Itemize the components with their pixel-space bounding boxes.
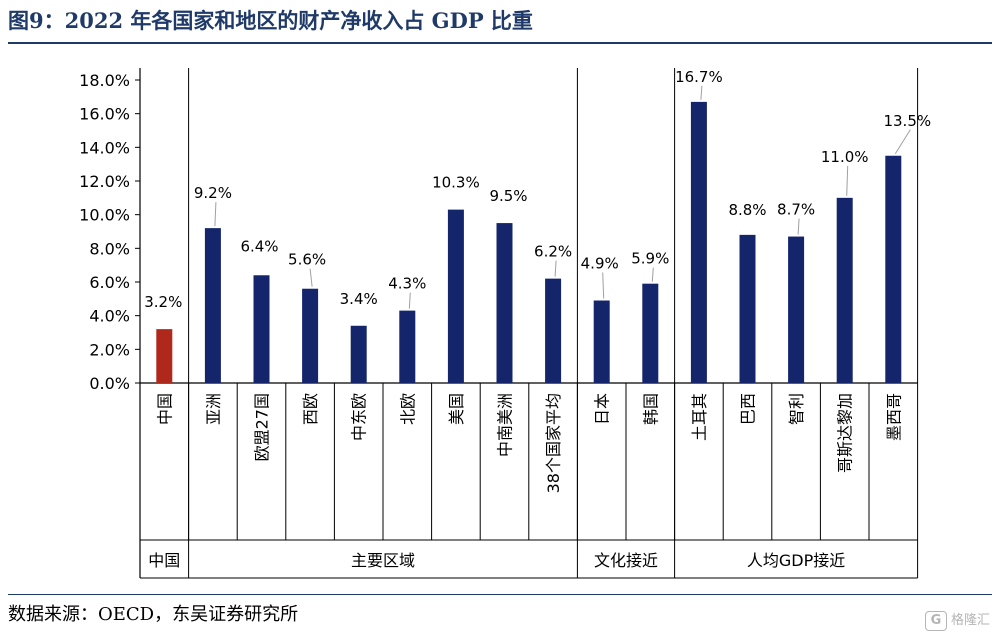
bar (496, 223, 513, 383)
category-label: 中南美洲 (496, 393, 515, 457)
bar (885, 155, 902, 383)
label-leader-line (554, 260, 557, 277)
y-tick-label: 4.0% (89, 307, 130, 326)
label-leader-line (214, 202, 217, 227)
data-label: 9.2% (194, 184, 232, 202)
label-leader-line (846, 165, 849, 196)
bar (788, 236, 805, 383)
label-leader-line (651, 267, 654, 282)
data-label: 6.2% (534, 243, 572, 261)
group-labels: 中国 主要区域 文化接近 人均GDP接近 (148, 551, 845, 570)
data-label: 4.9% (581, 255, 619, 273)
category-label: 智利 (787, 393, 806, 425)
data-label: 4.3% (388, 275, 426, 293)
bar (399, 310, 416, 383)
y-tick-label: 8.0% (89, 239, 130, 258)
category-label: 欧盟27国 (253, 393, 272, 461)
bar (739, 234, 756, 383)
data-label: 5.9% (631, 250, 669, 268)
data-label: 11.0% (821, 148, 869, 166)
category-label: 墨西哥 (884, 393, 903, 441)
label-leader-line (309, 268, 313, 287)
bar (447, 209, 464, 383)
data-label: 3.4% (340, 290, 378, 308)
category-label: 巴西 (739, 393, 758, 425)
y-tick-label: 2.0% (89, 340, 130, 359)
label-leader-lines (214, 85, 911, 309)
label-leader-line (894, 129, 911, 155)
y-tick-label: 10.0% (79, 206, 130, 225)
y-tick-label: 0.0% (89, 374, 130, 393)
bar (642, 283, 659, 383)
watermark: G 格隆汇 (924, 610, 990, 632)
category-label: 韩国 (641, 393, 660, 425)
category-label: 哥斯达黎加 (836, 393, 855, 473)
bar (690, 101, 707, 383)
group-label: 主要区域 (351, 551, 415, 570)
category-label: 美国 (447, 393, 466, 425)
category-label: 中东欧 (350, 393, 369, 441)
label-leader-line (797, 218, 800, 235)
category-label: 土耳其 (690, 393, 709, 441)
source-note: 数据来源：OECD，东吴证券研究所 (8, 604, 299, 625)
y-axis: 0.0% 2.0% 4.0% 6.0% 8.0% 10.0% 12.0% 14.0% 16.0%… (79, 68, 918, 578)
category-label: 西欧 (301, 393, 320, 425)
bar (253, 275, 270, 383)
data-label: 10.3% (432, 174, 480, 192)
bar (302, 288, 319, 383)
group-divider-lines (139, 68, 919, 579)
data-label: 6.4% (240, 237, 278, 255)
data-label: 8.8% (728, 201, 766, 219)
y-tick-label: 18.0% (79, 71, 130, 90)
data-label: 8.7% (777, 201, 815, 219)
category-label: 北欧 (398, 393, 417, 425)
label-leader-line (700, 85, 703, 100)
category-label: 中国 (155, 393, 174, 425)
bar (350, 325, 367, 383)
y-tick-label: 12.0% (79, 172, 130, 191)
data-label: 3.2% (144, 293, 182, 311)
category-label: 38个国家平均 (544, 393, 563, 493)
data-label: 5.6% (288, 251, 326, 269)
label-leader-line (602, 272, 605, 299)
bar (204, 228, 221, 383)
y-tick-label: 16.0% (79, 105, 130, 124)
figure-title: 图9：2022 年各国家和地区的财产净收入占 GDP 比重 (8, 8, 533, 33)
bar (593, 300, 610, 383)
y-tick-label: 14.0% (79, 138, 130, 157)
data-label: 13.5% (883, 112, 931, 130)
label-leader-line (408, 292, 411, 309)
category-labels: 中国 亚洲 欧盟27国 西欧 中东欧 北欧 美国 中南美洲 38个国家平均 日本 韩国 土耳其 巴西 智利… (155, 393, 903, 493)
bar (156, 329, 173, 383)
source-rule (8, 594, 992, 595)
group-label: 中国 (148, 551, 180, 570)
data-labels: 3.2% 9.2% 6.4% 5.6% 3.4% 4.3% 10.3% 9.5% 6.2% 4.9… (144, 68, 931, 311)
group-label: 文化接近 (594, 551, 658, 570)
watermark-text: 格隆汇 (950, 613, 990, 628)
y-tick-label: 6.0% (89, 273, 130, 292)
data-label: 16.7% (675, 68, 723, 86)
category-label: 亚洲 (204, 393, 223, 425)
watermark-logo-icon: G (924, 610, 947, 631)
bars (156, 101, 902, 383)
bar (836, 197, 853, 383)
bar (545, 278, 562, 383)
data-label: 9.5% (489, 187, 527, 205)
title-rule (8, 42, 992, 44)
category-label: 日本 (593, 393, 612, 425)
group-label: 人均GDP接近 (747, 551, 845, 570)
